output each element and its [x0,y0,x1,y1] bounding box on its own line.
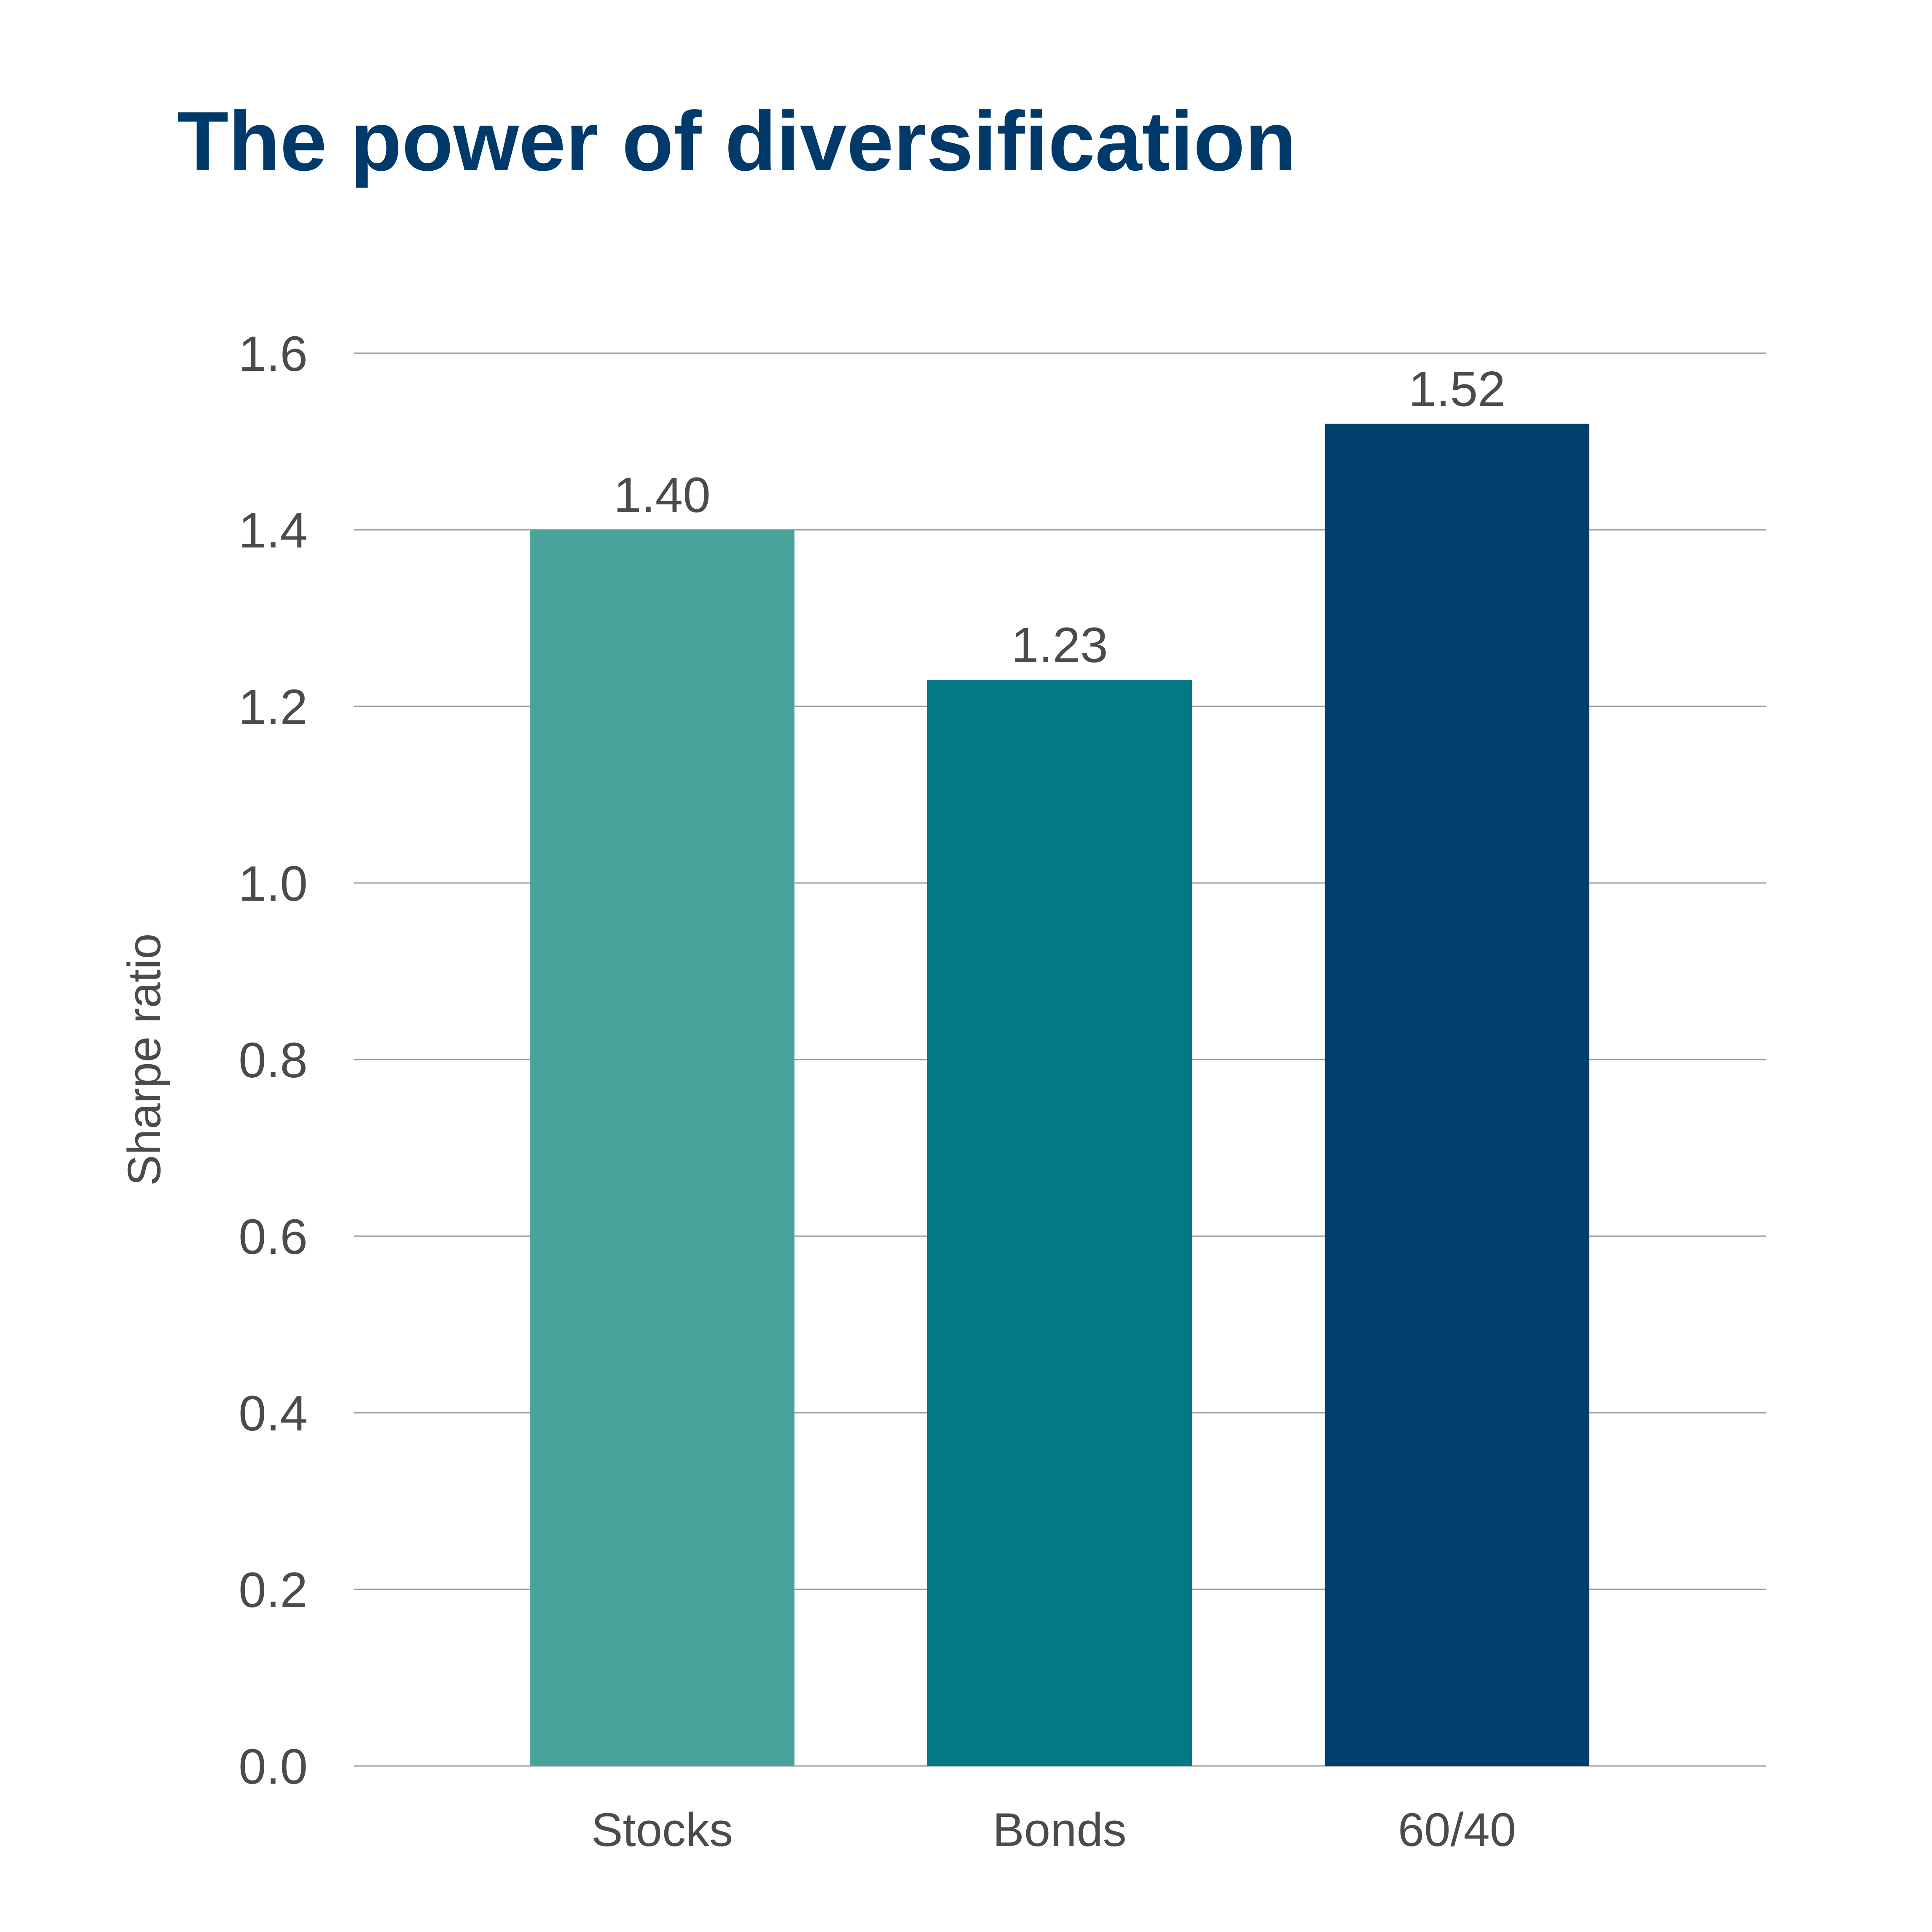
bar-stocks [530,530,794,1766]
y-axis-ticks: 0.0 0.2 0.4 0.6 0.8 1.0 1.2 1.4 1.6 [239,326,308,1795]
bars [530,424,1589,1766]
bar-value-label: 1.52 [1409,362,1505,417]
bar-value-label: 1.23 [1011,617,1108,673]
x-category-label: Bonds [993,1803,1127,1856]
x-category-label: Stocks [591,1803,733,1856]
y-tick-label: 1.2 [239,679,308,735]
x-category-label: 60/40 [1398,1803,1516,1856]
y-tick-label: 0.4 [239,1386,308,1441]
chart-title: The power of diversification [177,94,1296,188]
bar-60-40 [1325,424,1589,1766]
category-labels: Stocks Bonds 60/40 [591,1803,1516,1856]
bar-value-label: 1.40 [614,467,711,523]
y-tick-label: 1.4 [239,503,308,558]
y-tick-label: 0.0 [239,1739,308,1795]
y-tick-label: 1.0 [239,856,308,912]
y-tick-label: 1.6 [239,326,308,382]
bar-bonds [927,680,1192,1766]
y-tick-label: 0.8 [239,1033,308,1088]
y-axis-title: Sharpe ratio [118,933,170,1186]
y-tick-label: 0.2 [239,1562,308,1618]
y-tick-label: 0.6 [239,1209,308,1265]
value-labels: 1.40 1.23 1.52 [614,362,1505,674]
